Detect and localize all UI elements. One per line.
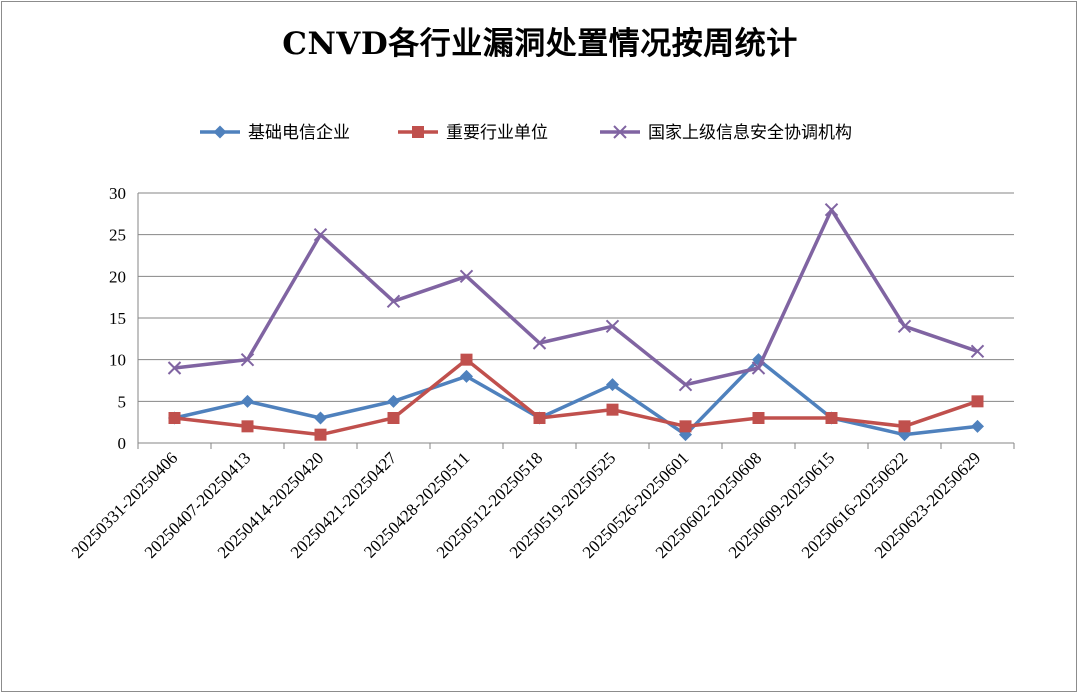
data-point bbox=[387, 394, 400, 408]
legend-marker bbox=[613, 125, 627, 139]
x-marker-stroke bbox=[970, 344, 985, 359]
x-marker-stroke bbox=[751, 361, 766, 375]
data-point bbox=[240, 352, 255, 367]
data-point bbox=[313, 227, 328, 242]
x-marker-stroke bbox=[605, 319, 620, 334]
legend-label: 基础电信企业 bbox=[248, 123, 350, 143]
data-point bbox=[386, 294, 401, 309]
data-point bbox=[314, 411, 327, 425]
x-marker-stroke bbox=[459, 269, 474, 284]
data-point bbox=[605, 319, 620, 334]
series-line-2 bbox=[174, 357, 979, 437]
y-tick-label: 15 bbox=[109, 309, 126, 328]
data-point bbox=[898, 420, 911, 433]
x-marker-stroke bbox=[386, 294, 401, 309]
data-point bbox=[751, 361, 766, 375]
y-tick-label: 30 bbox=[109, 184, 126, 203]
legend-label: 国家上级信息安全协调机构 bbox=[648, 123, 852, 143]
y-tick-label: 20 bbox=[109, 267, 126, 286]
legend-marker bbox=[412, 126, 424, 138]
chart-title: CNVD各行业漏洞处置情况按周统计 bbox=[282, 26, 798, 62]
data-point bbox=[606, 378, 619, 392]
legend-marker bbox=[213, 125, 227, 139]
y-tick-label: 5 bbox=[118, 392, 127, 411]
data-point bbox=[971, 419, 984, 433]
data-point bbox=[533, 412, 546, 424]
data-point bbox=[167, 361, 182, 375]
data-point bbox=[532, 336, 547, 350]
data-point bbox=[459, 269, 474, 284]
data-point bbox=[971, 395, 984, 408]
x-marker-stroke bbox=[613, 125, 627, 139]
data-point bbox=[168, 412, 181, 424]
data-point bbox=[606, 403, 619, 416]
y-tick-label: 10 bbox=[109, 351, 126, 370]
x-marker-stroke bbox=[824, 202, 839, 217]
y-tick-label: 0 bbox=[118, 434, 127, 453]
data-point bbox=[679, 420, 692, 433]
data-point bbox=[314, 428, 327, 441]
x-marker-stroke bbox=[313, 227, 328, 242]
legend-label: 重要行业单位 bbox=[446, 123, 548, 143]
x-marker-stroke bbox=[678, 377, 693, 392]
x-marker-stroke bbox=[897, 319, 912, 334]
data-point bbox=[970, 344, 985, 359]
data-point bbox=[897, 319, 912, 334]
data-point bbox=[241, 420, 254, 433]
data-point bbox=[460, 369, 473, 383]
data-point bbox=[825, 412, 838, 424]
data-point bbox=[460, 353, 473, 366]
data-point bbox=[678, 377, 693, 392]
data-point bbox=[241, 394, 254, 408]
x-marker-stroke bbox=[532, 336, 547, 350]
x-marker-stroke bbox=[167, 361, 182, 375]
data-point bbox=[824, 202, 839, 217]
data-point bbox=[387, 412, 400, 424]
series-line-1 bbox=[174, 357, 978, 437]
series-line-3 bbox=[174, 207, 979, 387]
y-tick-label: 25 bbox=[109, 226, 126, 245]
x-marker-stroke bbox=[240, 352, 255, 367]
data-point bbox=[752, 412, 765, 424]
